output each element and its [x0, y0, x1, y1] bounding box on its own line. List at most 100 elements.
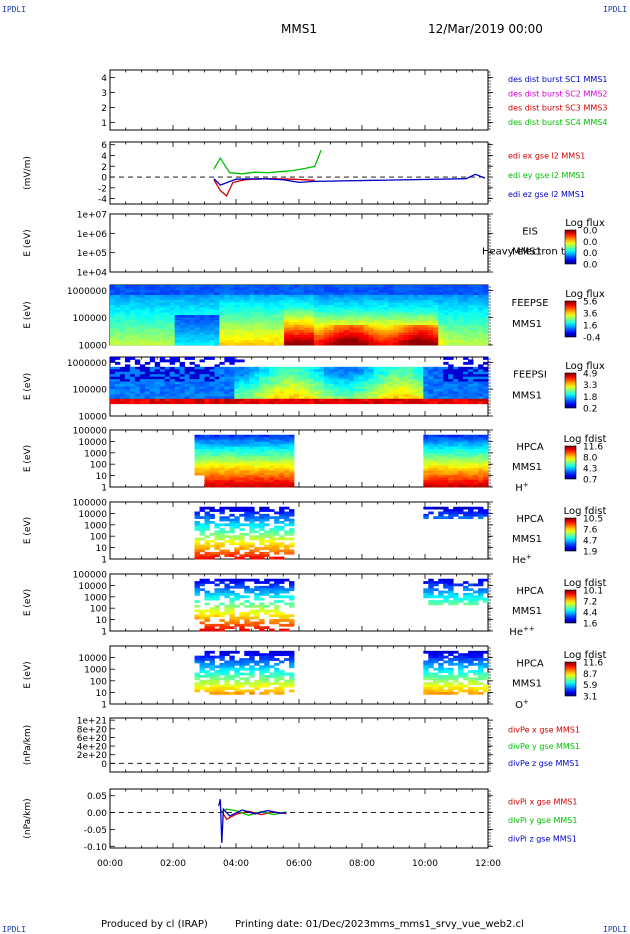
divpi-frame — [109, 788, 489, 849]
feeps-e-colorbar-tick: 3.6 — [583, 310, 598, 320]
feeps-i-colorbar-tick: 4.9 — [583, 370, 598, 380]
edi-e-series-1 — [213, 178, 315, 197]
hpca-he-ytick-label: 1000 — [84, 521, 107, 531]
time-tick-label: 02:00 — [160, 859, 186, 869]
hpca-he-ytick-label: 10 — [96, 544, 108, 554]
feeps-i-instrument-label: FEEPSI — [513, 370, 547, 381]
eis-instrument-label: EIS — [522, 226, 538, 237]
time-tick-label: 06:00 — [286, 859, 312, 869]
hpca-o-colorbar-tick: 5.9 — [583, 681, 598, 691]
hpca-h-colorbar-tick: 4.3 — [583, 465, 597, 475]
feeps-i-colorbar-tick: 0.2 — [583, 405, 597, 415]
des-dist-ytick-label: 4 — [101, 74, 107, 84]
hpca-o-ytick-label: 1000 — [84, 666, 107, 676]
eis-spacecraft-label: MMS1 — [512, 247, 542, 258]
hpca-o-ytick-label: 100 — [90, 677, 107, 687]
hpca-o-ytick-label: 10 — [96, 689, 108, 699]
hpca-h-colorbar-title: Log fdist — [564, 434, 607, 445]
feeps-i-colorbar-title: Log flux — [565, 361, 605, 372]
feeps-i-colorbar-tick: 1.8 — [583, 393, 598, 403]
edi-e-legend-entry: edi ez gse l2 MMS1 — [508, 190, 585, 199]
feeps-e-spacecraft-label: MMS1 — [512, 319, 542, 330]
eis-ylabel: E (eV) — [23, 229, 33, 256]
feeps-e-heatmap-cells — [110, 285, 489, 346]
feeps-e-ytick-label: 10000 — [78, 342, 107, 352]
divpe-ytick-label: 4e+20 — [77, 743, 108, 753]
printing-date: Printing date: 01/Dec/2023 — [235, 919, 371, 930]
divpe-legend-entry: divPe x gse MMS1 — [508, 725, 580, 734]
date-title: 12/Mar/2019 00:00 — [428, 22, 543, 36]
time-tick-label: 12:00 — [475, 859, 501, 869]
produced-by: Produced by cl (IRAP) — [101, 919, 208, 930]
hpca-he-species-label: He+ — [512, 553, 532, 566]
hpca-h-colorbar-tick: 11.6 — [583, 443, 603, 453]
divpe-ylabel: (nPa/km) — [23, 725, 33, 765]
feeps-e-colorbar-tick: -0.4 — [583, 334, 601, 344]
hpca-he-spacecraft-label: MMS1 — [512, 534, 542, 545]
hpca-he2-ytick-label: 100 — [90, 605, 107, 615]
hpca-o-instrument-label: HPCA — [516, 658, 544, 669]
divpi-series-2 — [218, 798, 287, 843]
divpe-legend-entry: divPe y gse MMS1 — [508, 742, 580, 751]
hpca-he-ytick-label: 10000 — [78, 510, 107, 520]
hpca-he2-ytick-label: 10 — [96, 616, 108, 626]
eis-frame — [109, 213, 489, 273]
eis-colorbar-tick: 0.0 — [583, 261, 598, 271]
hpca-h-species-label: H+ — [515, 481, 529, 494]
hpca-o-colorbar-tick: 8.7 — [583, 670, 597, 680]
edi-e-series-0 — [213, 149, 322, 175]
hpca-he-colorbar-tick: 10.5 — [583, 515, 603, 525]
hpca-o-colorbar-tick: 3.1 — [583, 693, 597, 703]
feeps-i-ylabel: E (eV) — [23, 373, 33, 400]
des-dist-panel: 1 2 3 4 des dist burst SC1 MMS1 des dist burs… — [101, 69, 607, 131]
feeps-i-ytick-label: 1000000 — [67, 359, 107, 369]
edi-e-ytick-label: 2 — [101, 163, 107, 173]
des-dist-legend-entry: des dist burst SC2 MMS2 — [508, 89, 607, 98]
feeps-e-ytick-label: 1000000 — [67, 287, 107, 297]
hpca-h-ytick-label: 1 — [101, 484, 107, 494]
divpi-legend-entry: divPi x gse MMS1 — [508, 798, 577, 807]
hpca-he-colorbar — [564, 517, 577, 552]
hpca-o-ytick-label: 10000 — [78, 654, 107, 664]
feeps-e-ylabel: E (eV) — [23, 301, 33, 328]
edi-e-ylabel: (mV/m) — [23, 156, 33, 190]
divpi-ytick-label: 0.00 — [87, 809, 107, 819]
feeps-e-colorbar-title: Log flux — [565, 289, 605, 300]
hpca-he-ylabel: E (eV) — [23, 517, 33, 544]
eis-ytick-label: 1e+06 — [77, 230, 108, 240]
hpca-o-colorbar-title: Log fdist — [564, 650, 607, 661]
hpca-h-instrument-label: HPCA — [516, 442, 544, 453]
edi-e-ytick-label: -2 — [98, 184, 107, 194]
divpe-frame — [109, 717, 489, 773]
time-tick-label: 04:00 — [223, 859, 249, 869]
feeps-i-colorbar-tick: 3.3 — [583, 381, 597, 391]
feeps-e-colorbar — [564, 300, 577, 338]
hpca-he-ytick-label: 100000 — [73, 499, 108, 509]
divpe-ytick-label: 0 — [101, 760, 107, 770]
hpca-o-heatmap-cells — [194, 650, 489, 695]
hpca-h-colorbar — [564, 445, 577, 480]
hpca-he2-ylabel: E (eV) — [23, 589, 33, 616]
edi-e-series-2 — [213, 173, 486, 186]
divpi-series-1 — [219, 808, 287, 816]
hpca-he2-colorbar-title: Log fdist — [564, 578, 607, 589]
hpca-o-species-label: O+ — [515, 698, 529, 711]
feeps-e-ytick-label: 100000 — [73, 314, 108, 324]
des-dist-ytick-label: 2 — [101, 104, 107, 114]
hpca-he-heatmap-cells — [194, 506, 489, 560]
hpca-he-colorbar-tick: 1.9 — [583, 548, 598, 558]
summary-plot-stack: 1 2 3 4 des dist burst SC1 MMS1 des dist burs… — [23, 69, 607, 869]
edi-e-ytick-label: 6 — [101, 141, 107, 151]
hpca-h-ytick-label: 100 — [90, 461, 107, 471]
hpca-o-colorbar-tick: 11.6 — [583, 659, 603, 669]
edi-e-ytick-label: 4 — [101, 152, 107, 162]
des-dist-ytick-label: 1 — [101, 119, 107, 129]
hpca-he-colorbar-title: Log fdist — [564, 506, 607, 517]
hpca-he2-ytick-label: 10000 — [78, 582, 107, 592]
time-tick-label: 10:00 — [412, 859, 438, 869]
hpca-h-ytick-label: 10 — [96, 472, 108, 482]
time-tick-label: 08:00 — [349, 859, 375, 869]
